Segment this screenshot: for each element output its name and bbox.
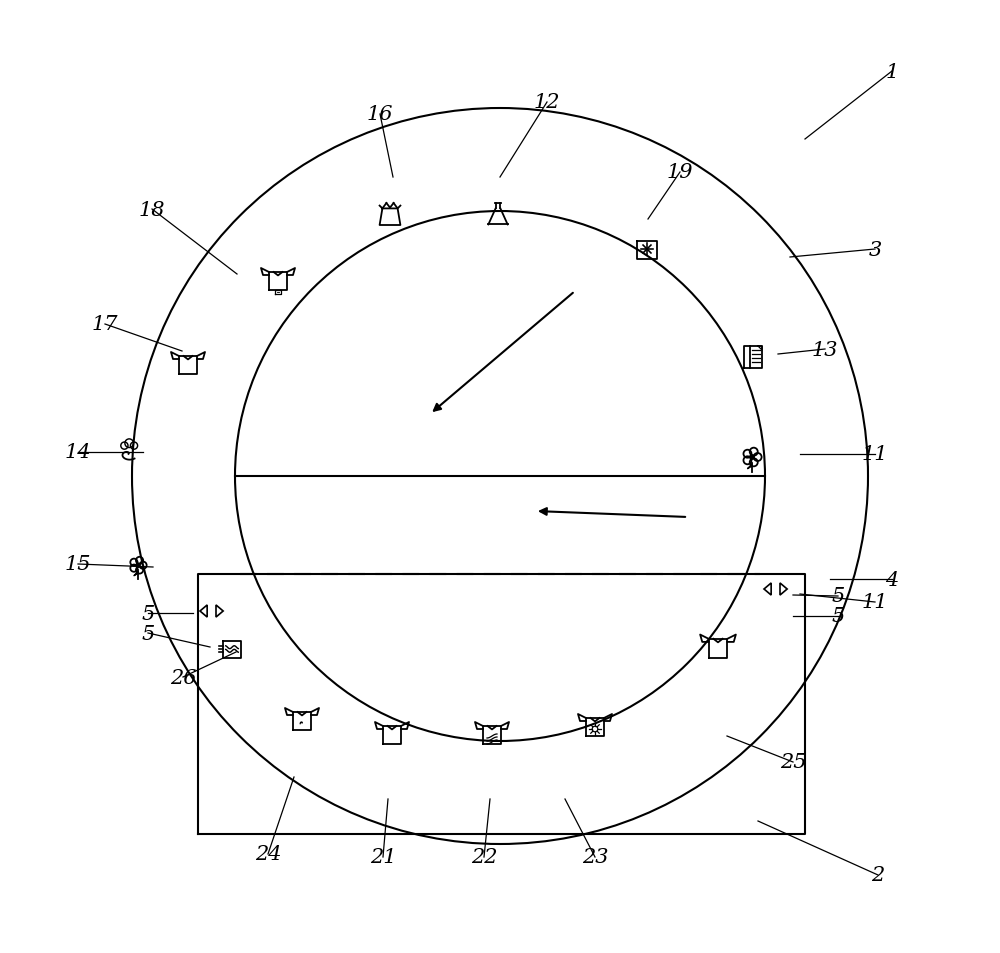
Text: 5: 5 [141,604,155,623]
Text: 5: 5 [831,587,845,606]
Text: 11: 11 [862,445,888,464]
Circle shape [750,456,754,459]
Text: 18: 18 [139,200,165,219]
Text: 17: 17 [92,315,118,335]
Text: 4: 4 [885,570,899,589]
Text: 5: 5 [831,607,845,626]
Text: 5: 5 [141,624,155,643]
Text: 12: 12 [534,93,560,112]
Text: 26: 26 [170,668,196,687]
Text: 21: 21 [370,847,396,866]
Text: 13: 13 [812,340,838,359]
Text: 23: 23 [582,847,608,866]
Text: 2: 2 [871,865,885,884]
Text: 15: 15 [65,555,91,574]
Circle shape [136,564,140,567]
Text: 16: 16 [367,106,393,125]
Text: 22: 22 [471,847,497,866]
Text: 3: 3 [868,240,882,259]
Text: 19: 19 [667,163,693,182]
Text: 11: 11 [862,593,888,612]
Text: 24: 24 [255,844,281,863]
Text: 25: 25 [780,753,806,772]
Text: 14: 14 [65,443,91,462]
Text: 1: 1 [885,63,899,81]
